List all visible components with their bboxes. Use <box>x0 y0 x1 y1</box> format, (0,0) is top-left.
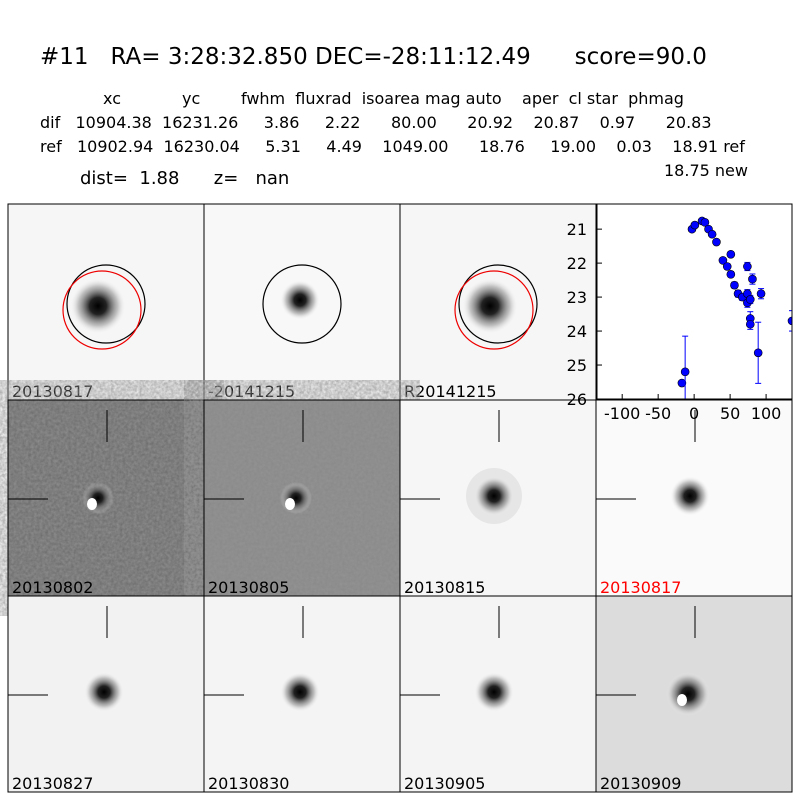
new-mag: 18.75 new <box>664 161 748 180</box>
source <box>670 476 710 516</box>
column-header: xc yc fwhm fluxrad isoarea mag auto aper… <box>103 89 684 108</box>
x-tick-label: 100 <box>751 404 782 423</box>
stamp-frame <box>595 595 793 793</box>
x-tick-label: -50 <box>645 404 671 423</box>
dif-row: dif 10904.38 16231.26 3.86 2.22 80.00 20… <box>40 113 712 132</box>
stamp-label: 20130909 <box>600 774 681 793</box>
source <box>462 278 518 334</box>
x-tick-label: -100 <box>604 404 640 423</box>
point <box>743 262 752 271</box>
point <box>745 295 755 304</box>
title: #11 RA= 3:28:32.850 DEC=-28:11:12.49 sco… <box>40 44 707 70</box>
aperture <box>458 264 538 344</box>
y-tick-label: 25 <box>567 356 587 375</box>
stamp-label: -20141215 <box>208 382 295 401</box>
residual <box>285 498 295 510</box>
dist-line: dist= 1.88 z= nan <box>80 168 289 189</box>
source <box>70 278 126 334</box>
stamp-label: 20130805 <box>208 578 289 597</box>
stamp-label: 20130905 <box>404 774 485 793</box>
point <box>726 270 736 279</box>
stamp-label: 20130802 <box>12 578 93 597</box>
y-tick-label: 23 <box>567 288 587 307</box>
aperture-ref <box>454 270 534 350</box>
point <box>680 367 690 377</box>
residual <box>677 694 687 706</box>
point <box>726 249 736 259</box>
stamp-label: 20130827 <box>12 774 93 793</box>
residual <box>87 498 97 510</box>
x-tick-label: 50 <box>720 404 740 423</box>
source <box>280 672 320 712</box>
point <box>690 220 700 230</box>
point <box>712 237 721 247</box>
source <box>84 672 124 712</box>
point <box>756 289 766 298</box>
point <box>707 229 717 239</box>
point <box>748 274 757 284</box>
y-tick-label: 24 <box>567 322 587 341</box>
point <box>745 319 755 329</box>
plot-data <box>677 216 792 399</box>
stamp-label: 20130817 <box>12 382 93 401</box>
stamp-label: R20141215 <box>404 382 497 401</box>
aperture <box>66 264 146 344</box>
y-tick-label: 21 <box>567 220 587 239</box>
y-tick-label: 22 <box>567 254 587 273</box>
source <box>474 476 514 516</box>
plot-frame <box>596 203 793 400</box>
y-tick-label: 26 <box>567 390 587 409</box>
stamp-label: 20130830 <box>208 774 289 793</box>
source <box>82 482 114 514</box>
source <box>474 672 514 712</box>
aperture <box>262 264 342 344</box>
x-tick-label: 0 <box>689 404 699 423</box>
source <box>666 672 710 716</box>
ref-row: ref 10902.94 16230.04 5.31 4.49 1049.00 … <box>40 137 745 156</box>
point <box>677 378 687 388</box>
aperture-ref <box>62 270 142 350</box>
stamp-label: 20130815 <box>404 578 485 597</box>
plot-area <box>597 204 792 399</box>
point <box>700 218 710 227</box>
source <box>280 280 320 320</box>
point <box>787 316 792 326</box>
stamp-label: 20130817 <box>600 578 681 597</box>
point <box>753 348 763 358</box>
source <box>280 482 312 514</box>
point <box>718 256 728 265</box>
point <box>730 280 739 290</box>
point <box>722 262 732 271</box>
